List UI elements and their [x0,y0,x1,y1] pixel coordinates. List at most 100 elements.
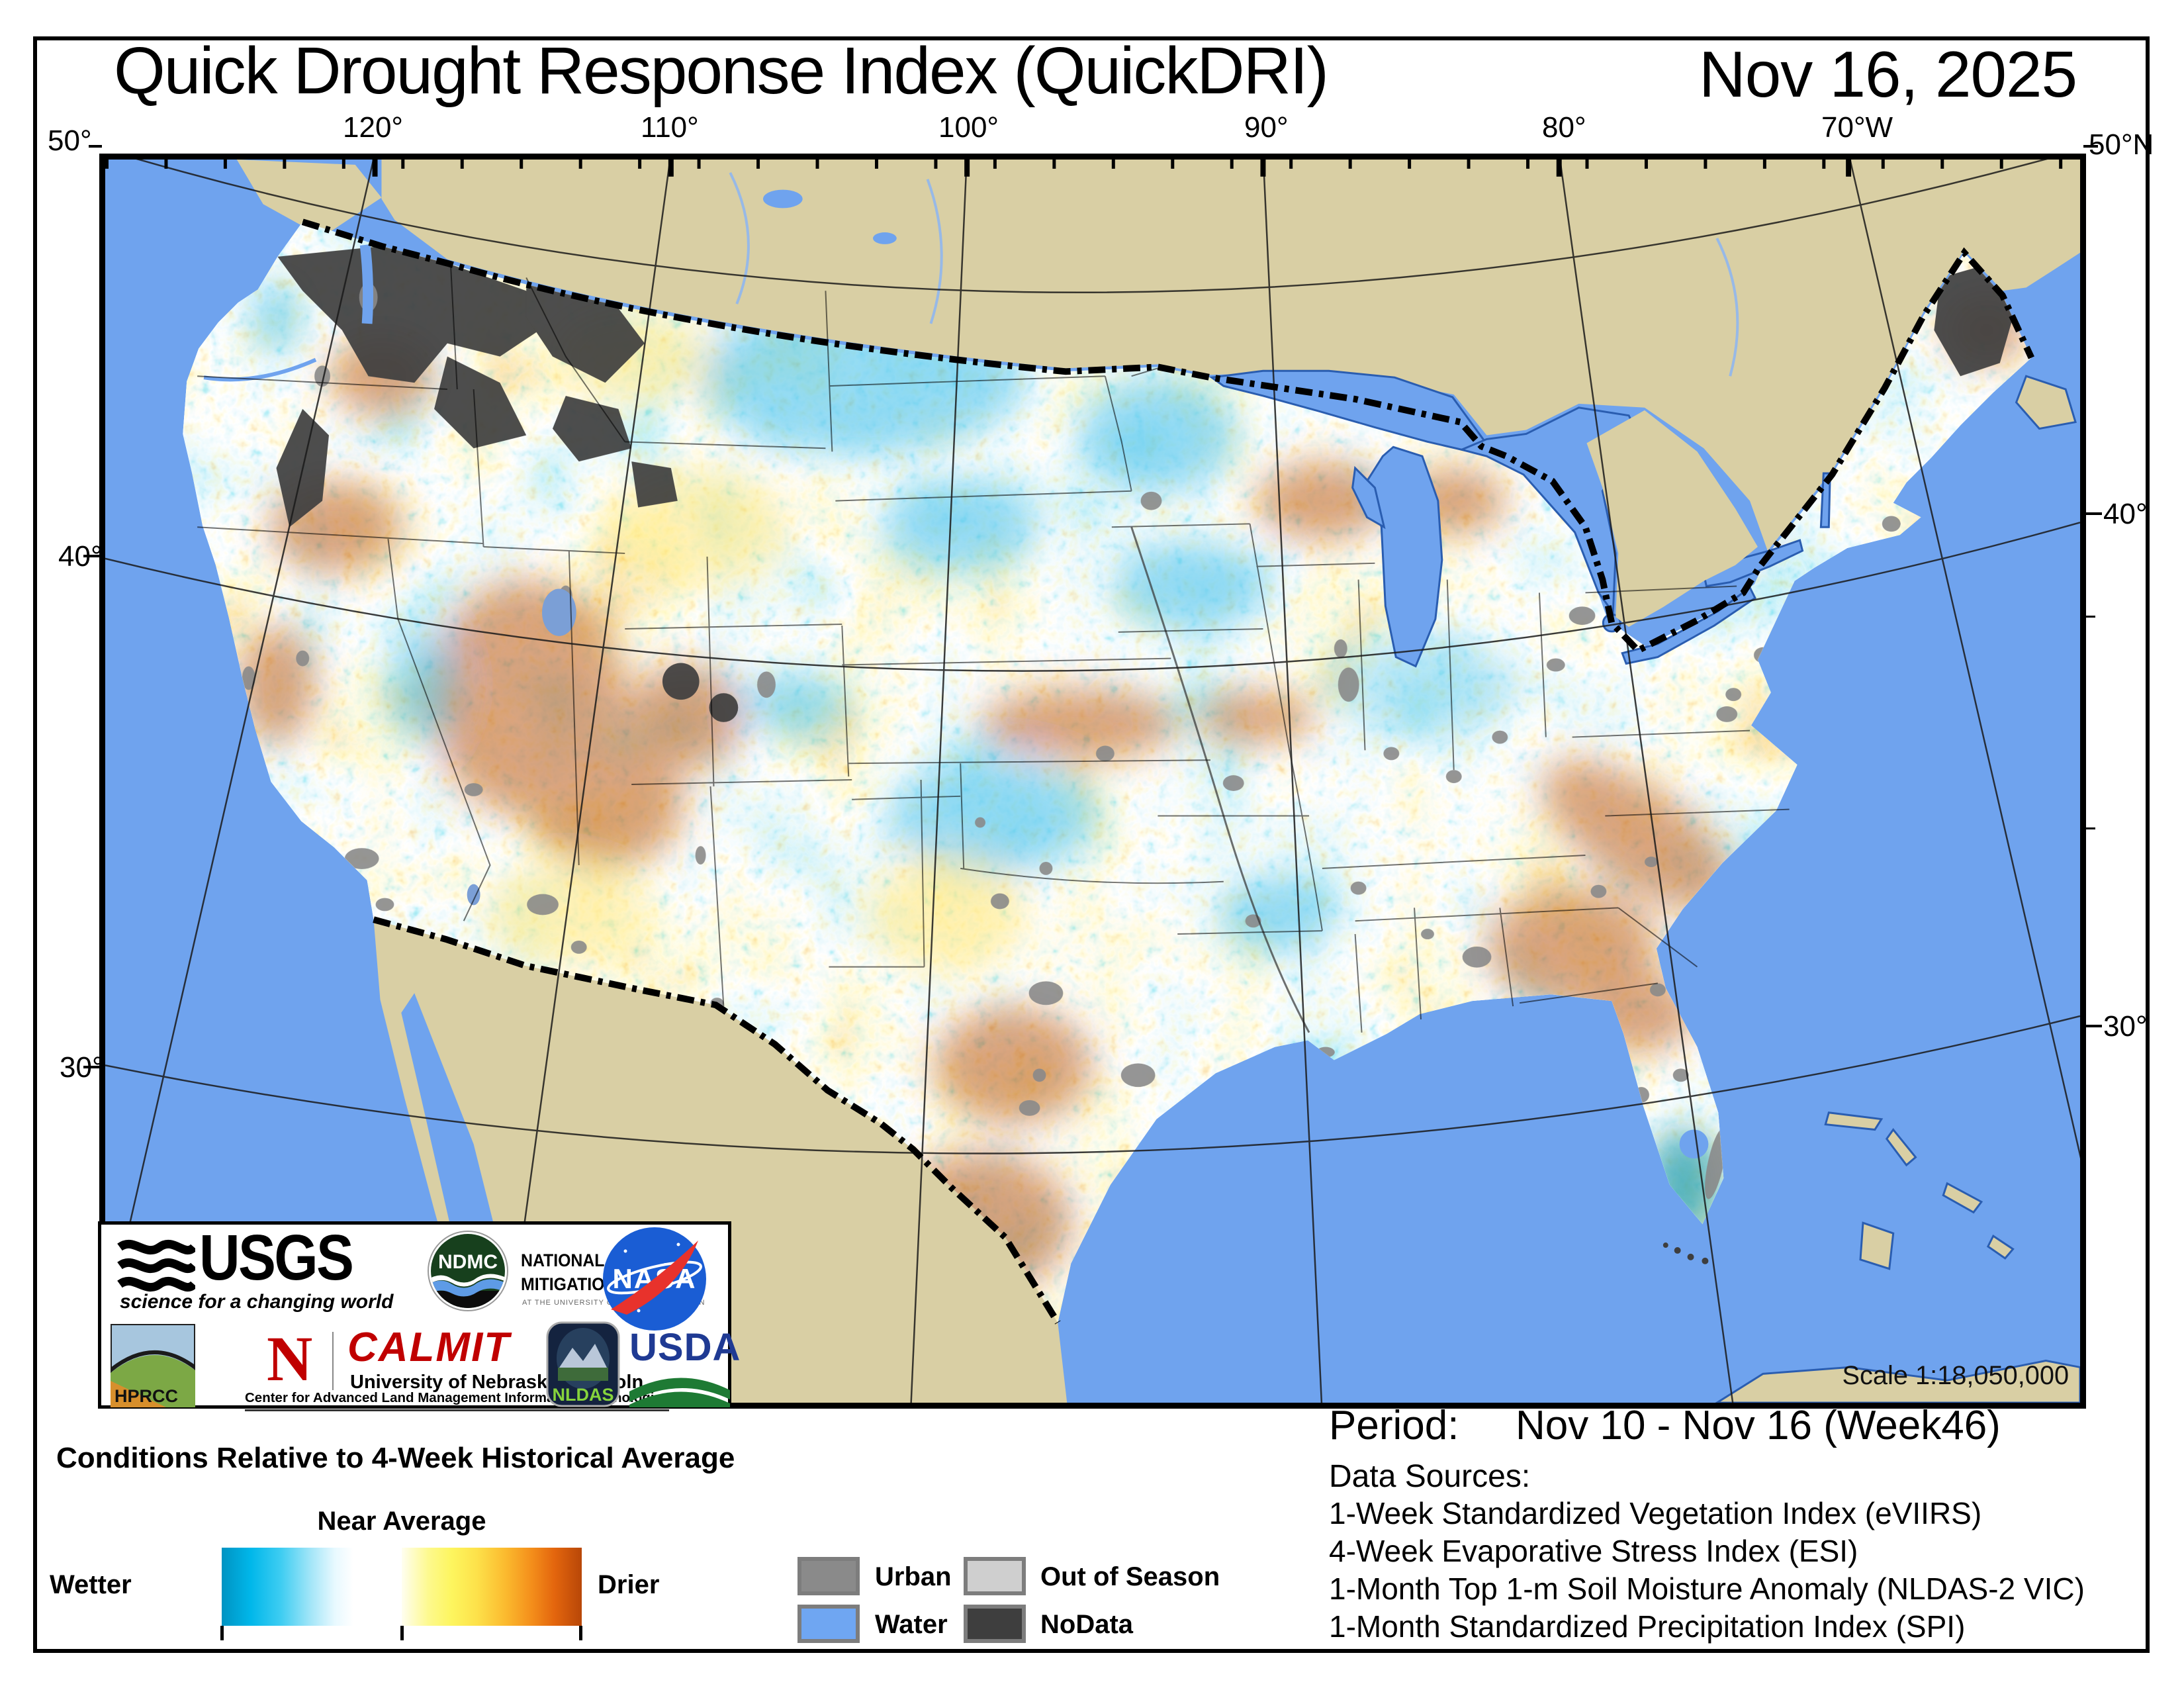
mississippi-river [1130,526,1310,1033]
legend-title: Conditions Relative to 4-Week Historical… [56,1442,735,1474]
usgs-logo: USGS [199,1221,354,1293]
graticule-label-70w: 70°W [1821,111,1893,144]
graticule-label-80w: 80° [1542,111,1586,144]
outer-frame [33,36,2150,1653]
us-mexico-border [373,916,1061,1325]
salton-sea [467,884,480,906]
data-source-3: 1-Month Top 1-m Soil Moisture Anomaly (N… [1329,1571,2085,1606]
lake-ontario [1702,539,1804,588]
data-source-4: 1-Month Standardized Precipitation Index… [1329,1609,1966,1644]
map-date: Nov 16, 2025 [1699,38,2077,111]
usgs-tagline: science for a changing world [120,1291,394,1313]
islands [1715,375,2080,1403]
tick-50-right [2083,145,2098,148]
international-borders [301,218,2034,1325]
graticule-label-30-right: 30° [2103,1010,2148,1043]
legend-label-urban: Urban [875,1562,952,1591]
tick-30-right [2085,1025,2102,1027]
usda-logo: USDA [629,1326,741,1369]
legend-drier-label: Drier [598,1570,660,1599]
data-sources-label: Data Sources: [1329,1459,1531,1494]
data-source-2: 4-Week Evaporative Stress Index (ESI) [1329,1534,1858,1568]
ndmc-abbr: NDMC [438,1251,498,1273]
nodata-patches [276,246,2013,722]
bahamas [1885,1128,1917,1167]
legend-bar-tick-left [220,1626,224,1640]
parallel-50n [136,160,2048,294]
vancouver-island [236,160,382,238]
legend-near-average-label: Near Average [317,1507,486,1536]
legend-swatch-water [797,1605,860,1643]
columbia-river [203,357,317,382]
graticule-label-40-right: 40° [2103,498,2148,530]
nasa-logo-icon: NASA [603,1227,706,1331]
bahamas [1942,1182,1983,1214]
graticule-label-110w: 110° [641,111,699,144]
florida-keys [1662,1243,1709,1264]
nova-scotia [2015,375,2077,430]
meridian-80w [1559,160,1734,1403]
green-bay [1351,465,1386,530]
tick-40-right [2085,512,2102,515]
calmit-logo: CALMIT [347,1325,511,1370]
legend-gradient-dry [402,1548,582,1626]
period-value: Nov 10 - Nov 16 (Week46) [1516,1403,2001,1448]
canada-lake [873,232,897,244]
legend-label-nodata: NoData [1040,1610,1134,1639]
nldas-abbr: NLDAS [553,1385,614,1405]
canada-lake [763,189,803,209]
us-canada-border [301,218,2034,655]
cuba [1715,1360,2080,1403]
calmit-divider [332,1332,334,1390]
legend-label-out-of-season: Out of Season [1040,1562,1220,1591]
ndmc-logo-icon: NDMC [428,1231,508,1311]
nasa-swoosh [611,1241,698,1315]
legend-gradient-wet [222,1548,353,1626]
info-block: Period: Nov 10 - Nov 16 (Week46) Data Sou… [1329,1402,2085,1646]
legend-bar-tick-mid [400,1626,404,1640]
tick-30-left [83,1066,101,1068]
drought-map: Scale 1:18,050,000 [99,154,2086,1409]
andros-island [1859,1221,1895,1270]
puget-sound [359,244,374,324]
graticule-label-120w: 120° [343,111,404,144]
tick-minor-right-1 [2085,616,2095,618]
lake-michigan [1365,445,1443,668]
ontario-peninsula [1586,410,1758,627]
usgs-wave-icon [117,1239,195,1292]
bahamas [1986,1234,2015,1260]
graticule-lines [105,160,2080,1403]
period-row: Period: Nov 10 - Nov 16 (Week46) [1329,1402,2085,1449]
nebraska-n-logo: N [267,1323,313,1394]
tick-minor-right-2 [2085,827,2095,829]
legend-wetter-label: Wetter [50,1570,132,1599]
usda-swoosh-icon [629,1378,730,1407]
graticule-label-50-left: 50° [48,124,92,157]
major-meridian-ticks [372,160,1852,177]
legend-bar-tick-right [579,1626,582,1640]
lake-okeechobee [1679,1129,1709,1159]
legend-swatch-nodata [964,1605,1026,1643]
meridian-90w [1262,160,1323,1403]
map-canvas: Scale 1:18,050,000 [105,160,2080,1403]
page-title: Quick Drought Response Index (QuickDRI) [114,34,1329,108]
data-source-1: 1-Week Standardized Vegetation Index (eV… [1329,1496,1982,1530]
legend-label-water: Water [875,1610,948,1639]
legend-swatch-urban [797,1557,860,1595]
graticule-label-90w: 90° [1244,111,1289,144]
meridian-110w [499,160,671,1403]
great-salt-lake [542,588,576,636]
graticule-label-50n-right: 50°N [2089,128,2154,161]
tick-50-left [89,145,102,148]
minor-meridian-ticks [105,160,2080,169]
hprcc-logo-icon: HPRCC [111,1324,195,1407]
parallel-40n [105,522,2080,672]
hprcc-abbr: HPRCC [114,1386,178,1406]
parallel-30n [105,1015,2080,1154]
logo-panel: USGS science for a changing world NDMC N… [98,1221,740,1411]
graticule-label-100w: 100° [938,111,999,144]
tick-40-left [83,555,101,557]
lake-champlain [1819,472,1831,528]
legend-swatch-out-of-season [964,1557,1026,1595]
meridian-120w [105,160,375,1335]
